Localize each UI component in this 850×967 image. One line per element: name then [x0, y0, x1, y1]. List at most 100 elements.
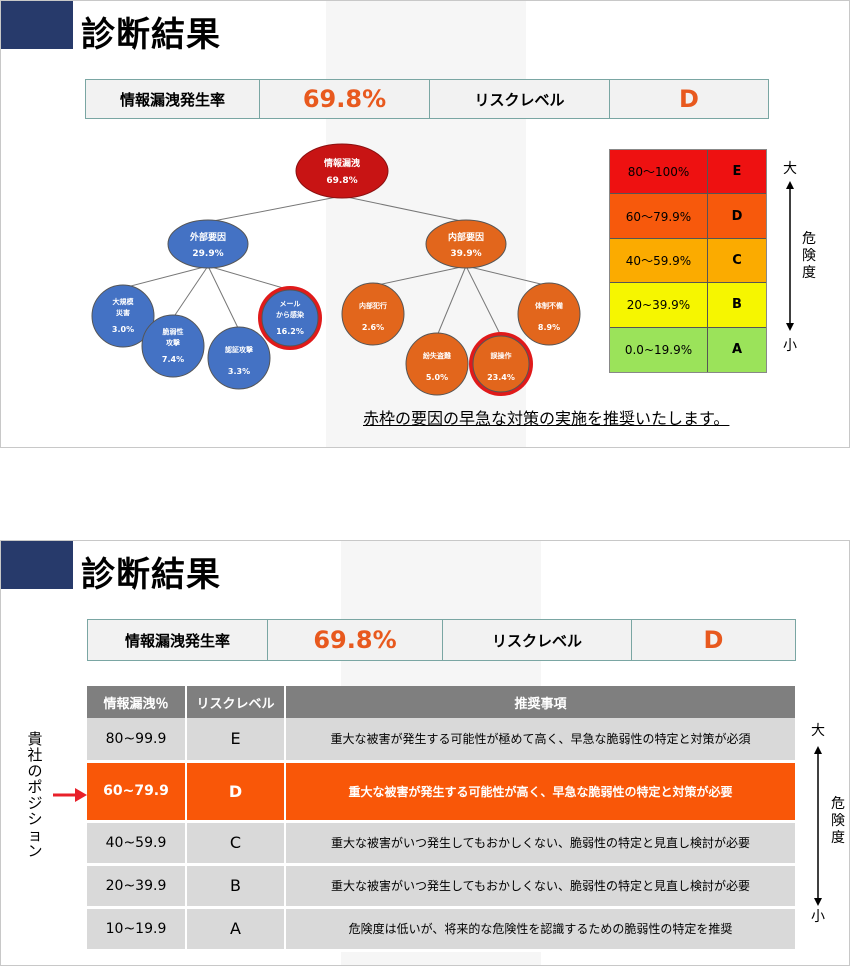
- rate-value: 69.8%: [260, 80, 430, 118]
- header-recommendation: 推奨事項: [285, 686, 795, 718]
- rate-value: 69.8%: [268, 620, 443, 660]
- leaf-node-label: 脆弱性攻撃: [162, 327, 184, 347]
- rate-label: 情報漏洩発生率: [88, 620, 268, 660]
- connector-line: [207, 195, 343, 223]
- header-leak-rate: 情報漏洩％: [87, 686, 187, 718]
- legend-row: 0.0~19.9% A: [610, 327, 766, 372]
- cell-recommendation: 重大な被害がいつ発生してもおかしくない、脆弱性の特定と見直し検討が必要: [285, 821, 795, 866]
- legend-level: E: [732, 164, 742, 180]
- root-node-value: 69.8%: [326, 176, 357, 186]
- leaf-node-label: 認証攻撃: [225, 345, 253, 354]
- scale-double-arrow-icon: [814, 746, 822, 906]
- leaf-node-label: メールから感染: [276, 300, 305, 319]
- legend-level: A: [731, 342, 743, 358]
- page-title: 診断結果: [81, 555, 221, 595]
- connector-line: [172, 265, 209, 319]
- legend-range: 20~39.9%: [610, 283, 708, 327]
- cell-range: 20~39.9: [87, 864, 187, 909]
- connector-line: [465, 265, 502, 337]
- cell-level: A: [186, 907, 286, 952]
- scale-bottom-label: 小: [811, 909, 825, 925]
- leaf-node-label: 大規模災害: [113, 297, 135, 317]
- connector-line: [372, 265, 467, 287]
- leaf-node-value: 8.9%: [538, 323, 560, 332]
- root-node-label: 情報漏洩: [323, 157, 360, 169]
- table-row: 60~79.9 D 重大な被害が発生する可能性が高く、早急な脆弱性の特定と対策が必要: [87, 761, 795, 823]
- cell-recommendation: 重大な被害が発生する可能性が高く、早急な脆弱性の特定と対策が必要: [285, 761, 795, 823]
- scale-bottom-label: 小: [783, 338, 797, 354]
- group-node-value: 39.9%: [450, 249, 481, 259]
- leaf-node-label: 誤操作: [491, 351, 512, 360]
- legend-row: 80〜100% E: [610, 150, 766, 195]
- leaf-node: [141, 314, 205, 378]
- page-title: 診断結果: [81, 15, 221, 55]
- cell-level: C: [186, 821, 286, 866]
- leaf-node: [261, 289, 319, 347]
- connector-line: [207, 265, 291, 291]
- cell-level: D: [186, 761, 286, 823]
- recommendation-note: 赤枠の要因の早急な対策の実施を推奨いたします。: [363, 409, 730, 428]
- legend-range: 80〜100%: [610, 150, 708, 194]
- cell-range: 60~79.9: [87, 761, 187, 823]
- rate-label: 情報漏洩発生率: [86, 80, 260, 118]
- group-node-label: 外部要因: [189, 231, 226, 243]
- scale-label: 危険度: [802, 231, 816, 281]
- group-node-value: 29.9%: [192, 249, 223, 259]
- leaf-node-value: 2.6%: [362, 323, 384, 332]
- leaf-node: [405, 332, 469, 396]
- risk-value: D: [679, 85, 699, 113]
- leaf-node: [517, 282, 581, 346]
- header-risk-level: リスクレベル: [186, 686, 286, 718]
- cell-level: B: [186, 864, 286, 909]
- legend-range: 60〜79.9%: [610, 194, 708, 238]
- legend-row: 20~39.9% B: [610, 283, 766, 328]
- legend-row: 60〜79.9% D: [610, 194, 766, 239]
- leaf-node-value: 7.4%: [162, 355, 184, 364]
- leaf-node-value: 3.3%: [228, 367, 250, 376]
- legend-level: C: [732, 252, 742, 268]
- summary-box: 情報漏洩発生率 69.8% リスクレベル D: [85, 79, 769, 119]
- legend-range: 40〜59.9%: [610, 238, 708, 283]
- risk-level-legend: 80〜100% E 60〜79.9% D 40〜59.9% C 20~39.9% B 0.0~1…: [609, 149, 767, 373]
- slide-diagnosis-tree: 診断結果 情報漏洩発生率 69.8% リスクレベル D 情報漏洩 69.8% 外部要…: [0, 0, 850, 448]
- leaf-node-value: 23.4%: [487, 373, 515, 382]
- connector-line: [465, 265, 550, 287]
- scale-label: 危険度: [831, 796, 845, 846]
- legend-range: 0.0~19.9%: [610, 327, 708, 372]
- group-node: [167, 219, 249, 269]
- cell-range: 80~99.9: [87, 718, 187, 763]
- risk-factor-tree: 情報漏洩 69.8% 外部要因 29.9% 大規模災害 3.0% 脆弱性攻撃 7.4% 認証攻撃…: [91, 143, 581, 396]
- leaf-node-value: 5.0%: [426, 373, 448, 382]
- leaf-node: [91, 284, 155, 348]
- risk-label: リスクレベル: [443, 620, 632, 660]
- leaf-node-label: 紛失盗難: [423, 351, 451, 360]
- table-row: 80~99.9 E 重大な被害が発生する可能性が極めて高く、早急な脆弱性の特定と対策…: [87, 718, 795, 763]
- group-node-label: 内部要因: [448, 231, 484, 243]
- root-node: [295, 143, 389, 199]
- risk-level-table: 情報漏洩％ リスクレベル 推奨事項 80~99.9 E 重大な被害が発生する可能性が…: [87, 686, 795, 952]
- risk-label: リスクレベル: [430, 80, 610, 118]
- table-row: 20~39.9 B 重大な被害がいつ発生してもおかしくない、脆弱性の特定と見直し検討…: [87, 864, 795, 909]
- summary-box: 情報漏洩発生率 69.8% リスクレベル D: [87, 619, 796, 661]
- leaf-node-value: 16.2%: [276, 327, 304, 336]
- slide-diagnosis-table: 診断結果 情報漏洩発生率 69.8% リスクレベル D 情報漏洩％ リスクレベル…: [0, 540, 850, 966]
- leaf-node: [472, 335, 530, 393]
- cell-range: 10~19.9: [87, 907, 187, 952]
- table-row: 40~59.9 C 重大な被害がいつ発生してもおかしくない、脆弱性の特定と見直し検討…: [87, 821, 795, 866]
- position-label: 貴社のポジション: [27, 730, 43, 860]
- risk-value: D: [703, 626, 724, 654]
- leaf-node-value: 3.0%: [112, 325, 134, 334]
- connector-line: [207, 265, 240, 331]
- table-row: 10~19.9 A 危険度は低いが、将来的な危険性を認識するための脆弱性の特定を推奨: [87, 907, 795, 952]
- legend-level: D: [731, 208, 743, 224]
- leaf-node: [341, 282, 405, 346]
- cell-level: E: [186, 718, 286, 763]
- scale-top-label: 大: [811, 723, 825, 739]
- cell-recommendation: 重大な被害が発生する可能性が極めて高く、早急な脆弱性の特定と対策が必須: [285, 718, 795, 763]
- position-arrow-icon: [53, 788, 87, 802]
- group-node: [425, 219, 507, 269]
- scale-top-label: 大: [783, 161, 797, 177]
- legend-row: 40〜59.9% C: [610, 238, 766, 284]
- cell-range: 40~59.9: [87, 821, 187, 866]
- cell-recommendation: 危険度は低いが、将来的な危険性を認識するための脆弱性の特定を推奨: [285, 907, 795, 952]
